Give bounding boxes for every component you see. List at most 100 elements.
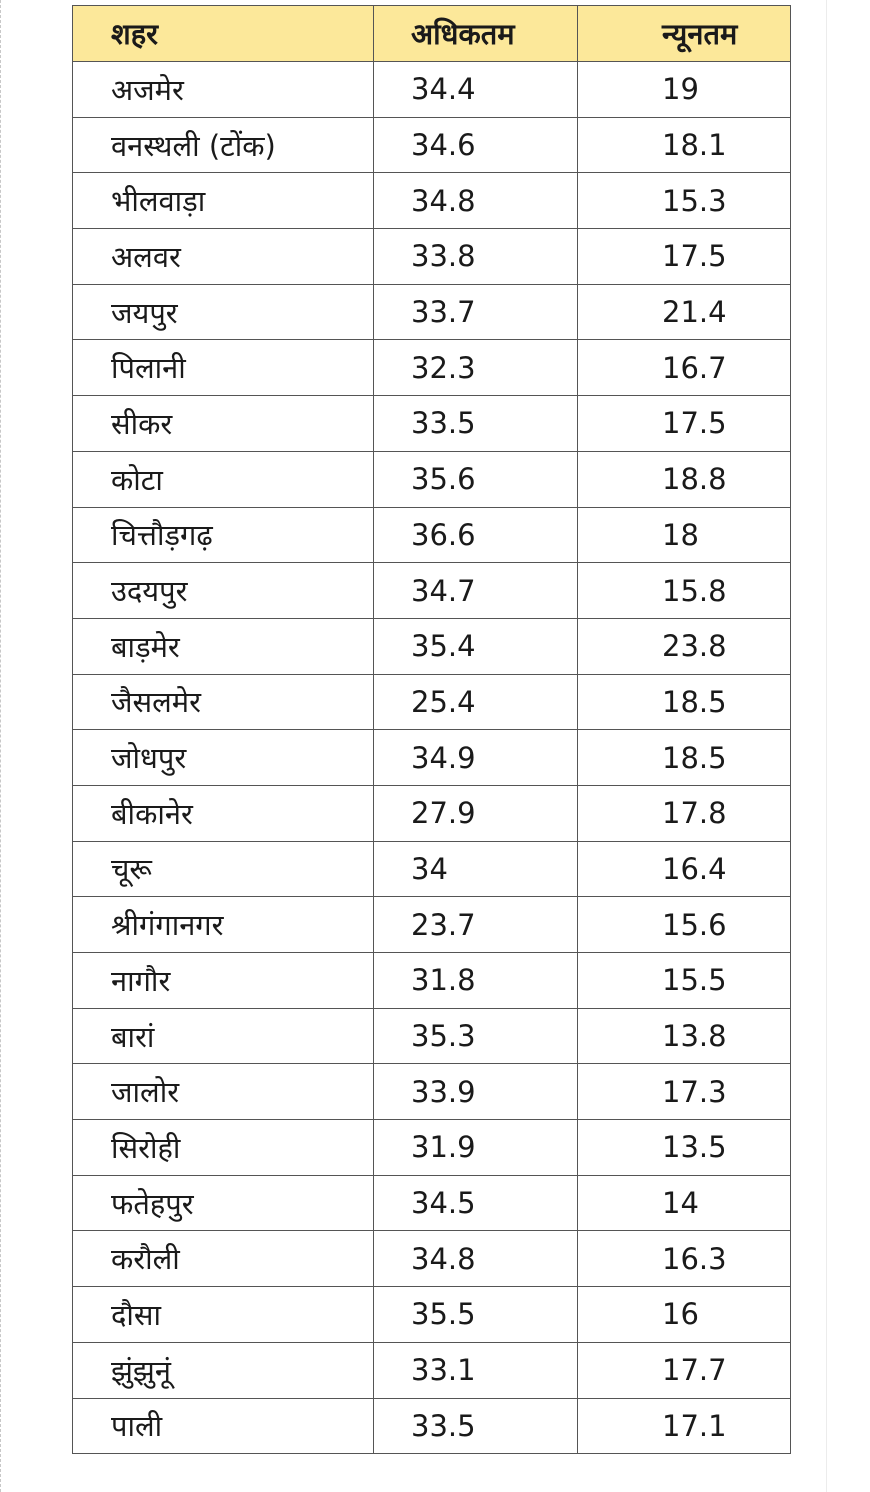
max-temp-cell: 35.5 — [373, 1286, 578, 1343]
header-min-temp: न्यूनतम — [577, 5, 791, 62]
max-temp-cell: 34.4 — [373, 61, 578, 118]
city-cell: बाड़मेर — [72, 617, 374, 675]
min-temp-cell: 17.3 — [577, 1063, 791, 1121]
max-temp-cell: 34.9 — [373, 729, 578, 786]
table-row: कोटा 35.6 18.8 — [72, 450, 791, 508]
min-temp-cell: 15.5 — [577, 952, 791, 1009]
min-temp-cell: 18.8 — [577, 450, 791, 508]
table-row: पिलानी 32.3 16.7 — [72, 339, 791, 397]
min-temp-cell: 15.3 — [577, 172, 791, 230]
city-cell: बीकानेर — [72, 784, 374, 842]
max-temp-cell: 34 — [373, 840, 578, 898]
max-temp-cell: 31.8 — [373, 952, 578, 1009]
city-cell: अजमेर — [72, 61, 374, 118]
min-temp-cell: 16.3 — [577, 1230, 791, 1288]
max-temp-cell: 33.9 — [373, 1063, 578, 1121]
table-row: झुंझुनूं 33.1 17.7 — [72, 1341, 791, 1399]
min-temp-cell: 17.7 — [577, 1341, 791, 1399]
city-cell: जालोर — [72, 1063, 374, 1121]
city-cell: पिलानी — [72, 339, 374, 397]
city-cell: पाली — [72, 1397, 374, 1455]
min-temp-cell: 18.1 — [577, 116, 791, 174]
table-row: अजमेर 34.4 19 — [72, 61, 791, 118]
max-temp-cell: 27.9 — [373, 784, 578, 842]
min-temp-cell: 23.8 — [577, 617, 791, 675]
table-row: बारां 35.3 13.8 — [72, 1007, 791, 1065]
table-row: जोधपुर 34.9 18.5 — [72, 729, 791, 786]
city-cell: भीलवाड़ा — [72, 172, 374, 230]
table-row: जैसलमेर 25.4 18.5 — [72, 673, 791, 731]
table-row: जयपुर 33.7 21.4 — [72, 283, 791, 341]
max-temp-cell: 34.8 — [373, 1230, 578, 1288]
min-temp-cell: 17.5 — [577, 395, 791, 452]
max-temp-cell: 35.3 — [373, 1007, 578, 1065]
max-temp-cell: 34.6 — [373, 116, 578, 174]
table-row: चूरू 34 16.4 — [72, 840, 791, 898]
max-temp-cell: 33.7 — [373, 283, 578, 341]
city-cell: उदयपुर — [72, 562, 374, 619]
city-cell: दौसा — [72, 1286, 374, 1343]
table-row: सीकर 33.5 17.5 — [72, 395, 791, 452]
min-temp-cell: 15.8 — [577, 562, 791, 619]
min-temp-cell: 16.4 — [577, 840, 791, 898]
max-temp-cell: 33.8 — [373, 228, 578, 285]
table-row: भीलवाड़ा 34.8 15.3 — [72, 172, 791, 230]
min-temp-cell: 18 — [577, 506, 791, 564]
table-row: जालोर 33.9 17.3 — [72, 1063, 791, 1121]
table-row: सिरोही 31.9 13.5 — [72, 1119, 791, 1176]
min-temp-cell: 19 — [577, 61, 791, 118]
table-row: नागौर 31.8 15.5 — [72, 952, 791, 1009]
city-cell: सिरोही — [72, 1119, 374, 1176]
table-row: उदयपुर 34.7 15.8 — [72, 562, 791, 619]
table-row: बीकानेर 27.9 17.8 — [72, 784, 791, 842]
min-temp-cell: 18.5 — [577, 673, 791, 731]
min-temp-cell: 17.5 — [577, 228, 791, 285]
table-row: पाली 33.5 17.1 — [72, 1397, 791, 1455]
city-cell: करौली — [72, 1230, 374, 1288]
city-cell: चित्तौड़गढ़ — [72, 506, 374, 564]
header-max-temp: अधिकतम — [373, 5, 578, 62]
min-temp-cell: 14 — [577, 1174, 791, 1232]
min-temp-cell: 16 — [577, 1286, 791, 1343]
table-row: बाड़मेर 35.4 23.8 — [72, 617, 791, 675]
table-row: करौली 34.8 16.3 — [72, 1230, 791, 1288]
max-temp-cell: 31.9 — [373, 1119, 578, 1176]
table-row: अलवर 33.8 17.5 — [72, 228, 791, 285]
min-temp-cell: 16.7 — [577, 339, 791, 397]
max-temp-cell: 33.5 — [373, 1397, 578, 1455]
city-cell: जयपुर — [72, 283, 374, 341]
temperature-table: शहर अधिकतम न्यूनतम अजमेर 34.4 19 वनस्थली (ट… — [72, 5, 791, 1455]
max-temp-cell: 25.4 — [373, 673, 578, 731]
max-temp-cell: 34.8 — [373, 172, 578, 230]
table-row: श्रीगंगानगर 23.7 15.6 — [72, 896, 791, 953]
city-cell: श्रीगंगानगर — [72, 896, 374, 953]
table-row: दौसा 35.5 16 — [72, 1286, 791, 1343]
header-city: शहर — [72, 5, 374, 62]
table-row: चित्तौड़गढ़ 36.6 18 — [72, 506, 791, 564]
min-temp-cell: 13.5 — [577, 1119, 791, 1176]
max-temp-cell: 23.7 — [373, 896, 578, 953]
right-page-edge — [826, 0, 827, 1492]
city-cell: वनस्थली (टोंक) — [72, 116, 374, 174]
min-temp-cell: 17.1 — [577, 1397, 791, 1455]
table-row: वनस्थली (टोंक) 34.6 18.1 — [72, 116, 791, 174]
city-cell: सीकर — [72, 395, 374, 452]
max-temp-cell: 35.6 — [373, 450, 578, 508]
max-temp-cell: 35.4 — [373, 617, 578, 675]
city-cell: अलवर — [72, 228, 374, 285]
min-temp-cell: 13.8 — [577, 1007, 791, 1065]
city-cell: बारां — [72, 1007, 374, 1065]
max-temp-cell: 33.1 — [373, 1341, 578, 1399]
city-cell: फतेहपुर — [72, 1174, 374, 1232]
max-temp-cell: 32.3 — [373, 339, 578, 397]
city-cell: कोटा — [72, 450, 374, 508]
min-temp-cell: 15.6 — [577, 896, 791, 953]
max-temp-cell: 34.7 — [373, 562, 578, 619]
max-temp-cell: 34.5 — [373, 1174, 578, 1232]
left-page-edge — [0, 0, 1, 1492]
table-header-row: शहर अधिकतम न्यूनतम — [72, 5, 791, 62]
city-cell: जैसलमेर — [72, 673, 374, 731]
min-temp-cell: 21.4 — [577, 283, 791, 341]
city-cell: नागौर — [72, 952, 374, 1009]
min-temp-cell: 18.5 — [577, 729, 791, 786]
